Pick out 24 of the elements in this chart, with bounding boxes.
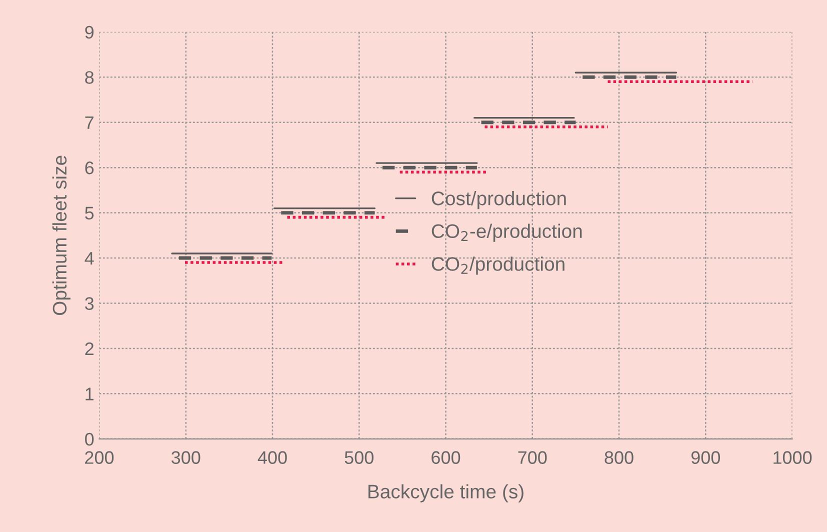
x-tick-label: 200 — [85, 451, 114, 464]
legend-label: CO$_{2}$-e/production — [432, 224, 582, 242]
y-tick-label: 5 — [85, 206, 94, 220]
legend-label: CO$_{2}$/production — [432, 256, 564, 275]
x-tick-label: 300 — [171, 451, 200, 464]
y-tick-label: 7 — [85, 116, 94, 129]
y-tick-label: 1 — [86, 388, 94, 400]
y-tick-label: 3 — [85, 297, 94, 310]
y-tick-label: 0 — [85, 432, 94, 446]
y-tick-label: 2 — [85, 342, 94, 355]
x-axis-title: Backcycle time (s) — [368, 484, 524, 502]
legend-label: Cost/production — [432, 191, 566, 210]
x-tick-label: 1000 — [774, 451, 812, 464]
x-tick-label: 800 — [604, 451, 634, 464]
y-tick-label: 8 — [85, 71, 94, 84]
x-tick-label: 900 — [691, 451, 720, 464]
y-tick-label: 9 — [85, 26, 94, 39]
x-tick-label: 700 — [518, 451, 547, 464]
y-tick-label: 6 — [85, 162, 94, 174]
x-tick-label: 400 — [258, 451, 287, 464]
y-tick-label: 4 — [84, 252, 94, 265]
y-axis-title: Optimum fleet size — [52, 156, 70, 315]
x-tick-label: 500 — [344, 451, 374, 464]
x-tick-label: 600 — [432, 451, 460, 464]
